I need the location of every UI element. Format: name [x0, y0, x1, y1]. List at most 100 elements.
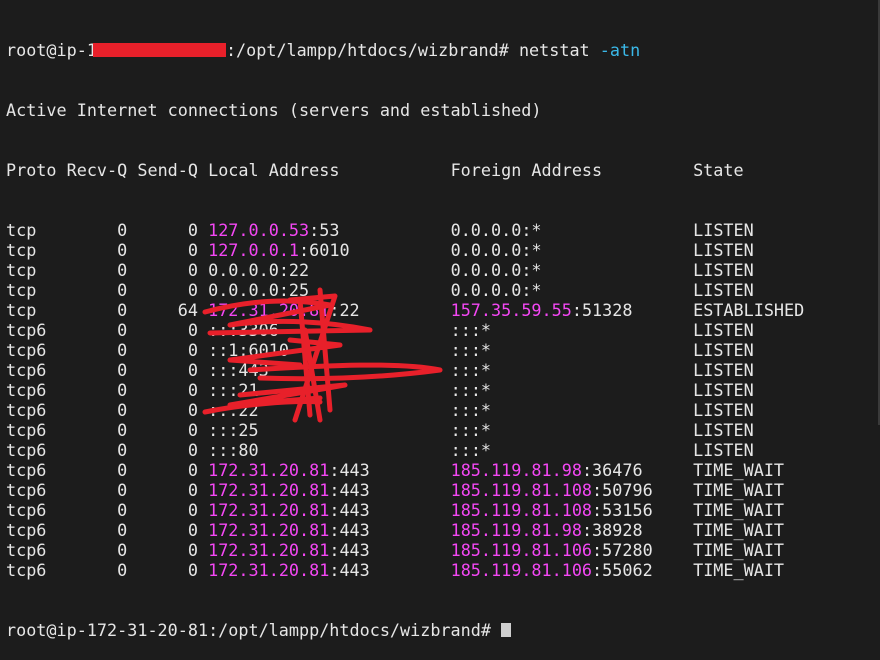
local-address-host: ::: [208, 320, 229, 340]
local-address-port: :22: [278, 260, 310, 280]
foreign-address: 185.119.81.106:55062: [451, 560, 694, 580]
foreign-address-host: 0.0.0.0: [450, 240, 522, 260]
proto-cell: tcp: [6, 280, 67, 300]
local-address-port: :22: [329, 300, 360, 320]
state-cell: TIME_WAIT: [693, 500, 785, 520]
send-q-cell: 0: [137, 420, 209, 440]
foreign-address-port: :*: [521, 280, 542, 300]
terminal-output[interactable]: root@ip-1:/opt/lampp/htdocs/wizbrand# ne…: [6, 0, 804, 660]
send-q-cell: 0: [137, 320, 209, 340]
send-q-cell: 0: [137, 540, 209, 560]
foreign-address-port: :*: [470, 360, 492, 380]
command-line: root@ip-1:/opt/lampp/htdocs/wizbrand# ne…: [6, 40, 804, 60]
info-line: Active Internet connections (servers and…: [6, 100, 542, 120]
recv-q-cell: 0: [66, 380, 138, 400]
state-cell: LISTEN: [693, 380, 754, 400]
table-row: tcp6 0 0 :::21 :::* LISTEN: [6, 380, 804, 400]
proto-cell: tcp: [6, 220, 67, 240]
local-address: :::21: [208, 380, 451, 400]
local-address: 172.31.20.81:443: [208, 460, 451, 480]
local-address-port: :22: [228, 400, 259, 420]
recv-q-cell: 0: [66, 280, 138, 300]
table-row: tcp 0 0 127.0.0.1:6010 0.0.0.0:* LISTEN: [6, 240, 804, 260]
foreign-address-host: 185.119.81.98: [450, 520, 582, 540]
local-address: ::1:6010: [208, 340, 451, 360]
final-prompt: root@ip-172-31-20-81:/opt/lampp/htdocs/w…: [6, 620, 502, 640]
state-cell: LISTEN: [693, 420, 754, 440]
table-row: tcp 0 0 127.0.0.53:53 0.0.0.0:* LISTEN: [6, 220, 804, 240]
proto-cell: tcp6: [6, 420, 67, 440]
recv-q-cell: 0: [66, 500, 138, 520]
final-prompt-line: root@ip-172-31-20-81:/opt/lampp/htdocs/w…: [6, 620, 804, 640]
foreign-address: 0.0.0.0:*: [451, 240, 694, 260]
proto-cell: tcp6: [6, 460, 67, 480]
local-address: :::3306: [208, 320, 451, 340]
recv-q-cell: 0: [66, 240, 138, 260]
table-row: tcp6 0 0 172.31.20.81:443 185.119.81.98:…: [6, 520, 804, 540]
local-address-host: ::: [208, 360, 229, 380]
proto-cell: tcp6: [6, 440, 67, 460]
state-cell: TIME_WAIT: [693, 480, 785, 500]
send-q-cell: 0: [137, 440, 209, 460]
foreign-address-host: 185.119.81.106: [450, 560, 593, 580]
foreign-address-port: :51328: [571, 300, 633, 320]
table-row: tcp 0 64 172.31.20.81:22 157.35.59.55:51…: [6, 300, 804, 320]
foreign-address-port: :53156: [592, 500, 653, 520]
foreign-address: 185.119.81.98:38928: [451, 520, 694, 540]
header-local-address: Local Address: [208, 160, 451, 180]
state-cell: TIME_WAIT: [693, 460, 785, 480]
foreign-address-host: ::: [450, 400, 471, 420]
foreign-address-host: ::: [450, 380, 471, 400]
send-q-cell: 0: [137, 360, 209, 380]
proto-cell: tcp: [6, 240, 67, 260]
local-address-host: 172.31.20.81: [208, 540, 330, 560]
connection-table: tcp 0 0 127.0.0.53:53 0.0.0.0:* LISTEN tc…: [6, 220, 804, 580]
state-cell: LISTEN: [693, 220, 754, 240]
table-row: tcp6 0 0 :::3306 :::* LISTEN: [6, 320, 804, 340]
recv-q-cell: 0: [66, 420, 138, 440]
local-address: 172.31.20.81:443: [208, 500, 451, 520]
recv-q-cell: 0: [66, 440, 138, 460]
table-row: tcp6 0 0 :::25 :::* LISTEN: [6, 420, 804, 440]
foreign-address-host: 185.119.81.98: [450, 460, 582, 480]
state-cell: LISTEN: [693, 280, 754, 300]
send-q-cell: 0: [137, 220, 209, 240]
local-address: 172.31.20.81:22: [208, 300, 451, 320]
state-cell: ESTABLISHED: [693, 300, 805, 320]
local-address-port: :443: [329, 500, 370, 520]
local-address-host: 0.0.0.0: [208, 260, 279, 280]
local-address-port: :80: [228, 440, 259, 460]
foreign-address-port: :*: [521, 260, 542, 280]
state-cell: LISTEN: [693, 400, 754, 420]
local-address-host: 172.31.20.81: [208, 300, 330, 320]
proto-cell: tcp6: [6, 560, 67, 580]
state-cell: TIME_WAIT: [693, 560, 785, 580]
foreign-address-port: :55062: [592, 560, 653, 580]
state-cell: LISTEN: [693, 440, 754, 460]
cursor: [501, 623, 512, 637]
foreign-address-port: :*: [470, 340, 492, 360]
send-q-cell: 0: [137, 500, 209, 520]
foreign-address-port: :*: [470, 320, 492, 340]
foreign-address-port: :36476: [581, 460, 643, 480]
local-address-port: :25: [278, 280, 310, 300]
proto-cell: tcp6: [6, 400, 67, 420]
local-address-host: 172.31.20.81: [208, 480, 330, 500]
header-proto: Proto: [6, 160, 67, 180]
recv-q-cell: 0: [66, 540, 138, 560]
table-row: tcp 0 0 0.0.0.0:22 0.0.0.0:* LISTEN: [6, 260, 804, 280]
table-header: Proto Recv-Q Send-Q Local Address Foreig…: [6, 160, 804, 180]
table-row: tcp6 0 0 :::443 :::* LISTEN: [6, 360, 804, 380]
state-cell: TIME_WAIT: [693, 520, 785, 540]
foreign-address-port: :*: [521, 240, 542, 260]
foreign-address-port: :*: [470, 420, 492, 440]
foreign-address-port: :*: [470, 400, 492, 420]
proto-cell: tcp: [6, 260, 67, 280]
local-address-port: :6010: [238, 340, 289, 360]
local-address-port: :53: [309, 220, 340, 240]
recv-q-cell: 0: [66, 300, 138, 320]
table-row: tcp6 0 0 172.31.20.81:443 185.119.81.108…: [6, 480, 804, 500]
local-address-port: :443: [329, 520, 370, 540]
foreign-address: :::*: [451, 440, 694, 460]
local-address: 172.31.20.81:443: [208, 480, 451, 500]
